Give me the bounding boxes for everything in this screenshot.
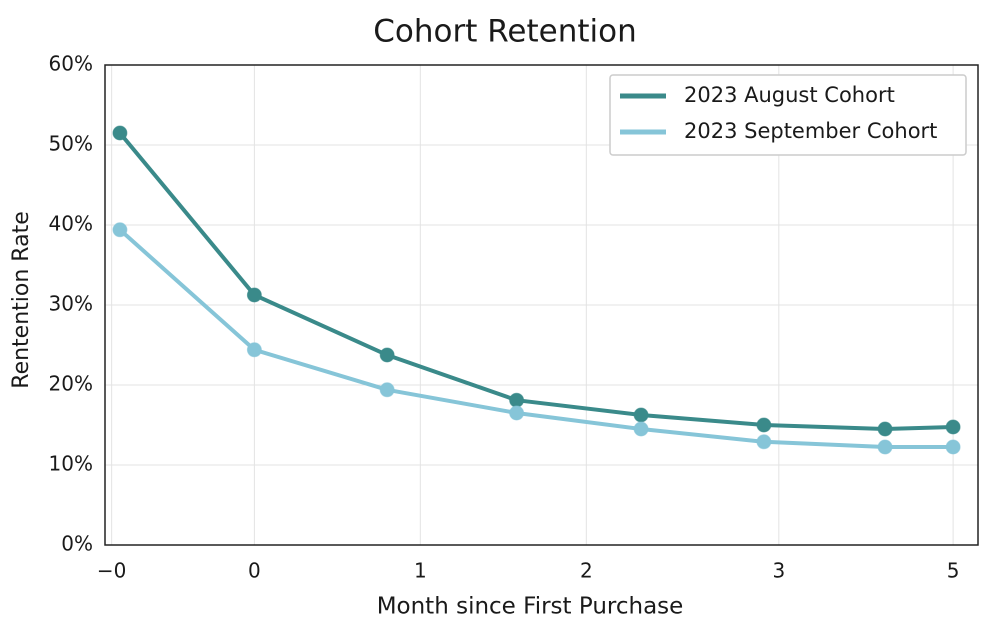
x-tick-label: 1 [414,559,427,583]
data-point [509,392,525,408]
data-point [945,419,961,435]
y-tick-label: 40% [49,212,93,236]
y-tick-label: 50% [49,132,93,156]
data-point [877,421,893,437]
y-tick-label: 20% [49,372,93,396]
y-tick-label: 30% [49,292,93,316]
x-tick-label: 2 [580,559,593,583]
series-line [118,131,954,431]
x-tick-label: 0 [248,559,261,583]
data-point [633,421,649,437]
plot-frame [104,64,979,546]
x-tick-label: 5 [947,559,960,583]
data-point [945,439,961,455]
x-tick-label: 3 [772,559,785,583]
legend-box [609,74,967,156]
data-point [112,125,128,141]
data-point [246,287,262,303]
series-line [118,228,954,449]
data-point [756,434,772,450]
legend-label: 2023 September Cohort [684,119,937,143]
legend-label: 2023 August Cohort [684,83,895,107]
x-tick-label: −0 [97,559,126,583]
data-point [112,222,128,238]
data-point [246,342,262,358]
data-point [633,407,649,423]
data-point [379,347,395,363]
data-point [756,417,772,433]
data-point [877,439,893,455]
data-point [509,405,525,421]
y-tick-label: 0% [61,532,93,556]
y-axis-label: Rentention Rate [9,211,34,388]
chart-title: Cohort Retention [373,14,636,50]
x-axis-label: Month since First Purchase [377,594,684,620]
y-tick-label: 10% [49,452,93,476]
y-tick-label: 60% [49,52,93,76]
data-point [379,382,395,398]
